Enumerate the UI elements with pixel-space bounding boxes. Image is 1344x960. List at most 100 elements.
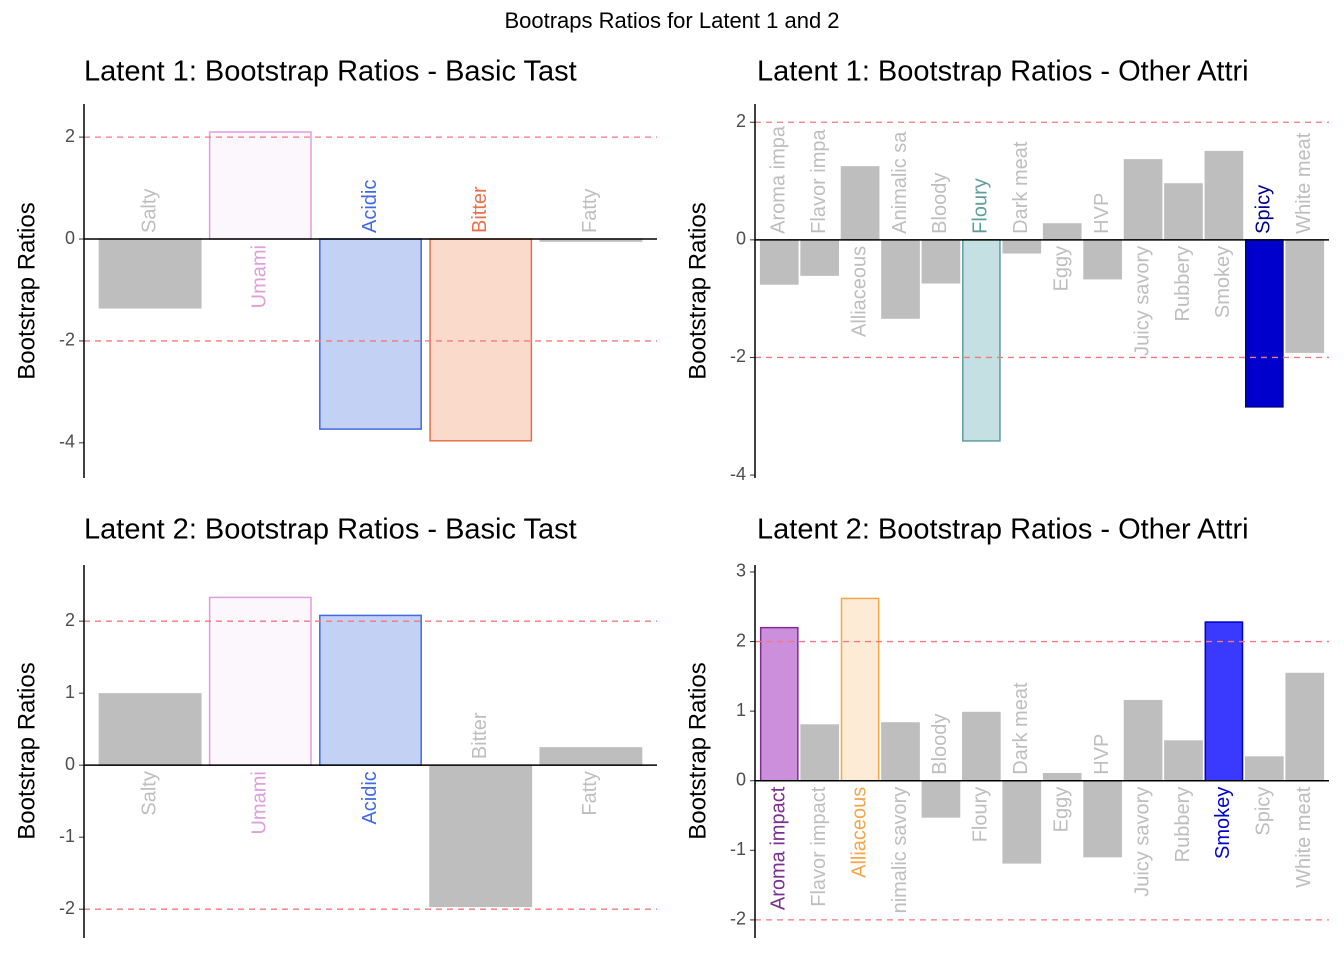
y-tick-label: 1: [736, 700, 746, 720]
category-label: HVP: [1091, 734, 1113, 775]
category-label: Bitter: [469, 712, 491, 759]
y-tick-label: 2: [736, 111, 746, 131]
y-tick-label: 1: [65, 682, 75, 702]
category-label: Fatty: [579, 771, 601, 815]
y-tick-label: -4: [730, 464, 746, 484]
bar: [1002, 239, 1042, 254]
category-label: Salty: [138, 189, 160, 233]
panel-title: Latent 1: Bootstrap Ratios - Basic Tast: [84, 56, 577, 88]
bar: [759, 239, 799, 285]
bar: [1244, 756, 1284, 782]
bar: [1042, 223, 1082, 241]
bar: [1042, 773, 1082, 782]
category-label: Smokey: [1212, 246, 1234, 318]
bar: [840, 597, 880, 782]
bar: [98, 693, 202, 766]
category-label: Floury: [970, 787, 992, 843]
category-label: Eggy: [1050, 787, 1072, 833]
figure-title: Bootraps Ratios for Latent 1 and 2: [504, 8, 839, 33]
category-label: Alliaceous: [848, 246, 870, 337]
bar: [1083, 779, 1122, 858]
category-label: Flavor impa: [808, 128, 830, 233]
category-label: Dark meat: [1010, 141, 1032, 234]
bar: [429, 238, 533, 442]
y-tick-label: -4: [59, 432, 75, 452]
bar: [840, 166, 880, 241]
bar: [208, 131, 312, 240]
bar: [1123, 699, 1163, 782]
category-label: White meat: [1293, 132, 1315, 234]
panel: Latent 2: Bootstrap Ratios - Other Attri…: [684, 514, 1329, 938]
y-tick-label: 2: [736, 630, 746, 650]
bar: [881, 239, 920, 319]
panel-title: Latent 2: Bootstrap Ratios - Other Attri: [757, 514, 1249, 546]
bar: [539, 747, 643, 766]
panel: Latent 2: Bootstrap Ratios - Basic Tast B…: [13, 514, 657, 938]
bar: [98, 238, 202, 309]
category-label: Rubbery: [1172, 787, 1194, 863]
y-tick-label: 0: [736, 229, 746, 249]
y-tick-label: -2: [730, 909, 746, 929]
y-tick-label: -1: [730, 839, 746, 859]
category-label: Bitter: [469, 186, 491, 233]
bar: [1244, 239, 1284, 408]
bar: [1285, 672, 1325, 782]
y-axis-label: Bootstrap Ratios: [684, 662, 711, 839]
y-tick-label: 0: [65, 228, 75, 248]
bar: [1164, 183, 1203, 241]
category-label: Umami: [249, 245, 271, 308]
panel-title: Latent 1: Bootstrap Ratios - Other Attri: [757, 56, 1249, 88]
category-label: Animalic sa: [889, 131, 911, 234]
category-label: Acidic: [359, 180, 381, 233]
bar: [881, 722, 920, 782]
category-label: Smokey: [1212, 787, 1234, 859]
category-label: Rubbery: [1172, 246, 1194, 322]
bar: [1164, 740, 1203, 782]
category-label: Fatty: [579, 189, 601, 233]
y-tick-label: -2: [59, 898, 75, 918]
bar: [1204, 621, 1244, 782]
bar: [1204, 150, 1244, 241]
bar: [921, 779, 961, 818]
bar: [962, 711, 1001, 782]
y-tick-label: 2: [65, 610, 75, 630]
category-label: Spicy: [1253, 787, 1275, 836]
panel-title: Latent 2: Bootstrap Ratios - Basic Tast: [84, 514, 577, 546]
category-label: Bloody: [929, 714, 951, 775]
y-tick-label: 3: [736, 561, 746, 581]
category-label: Aroma impa: [768, 125, 790, 234]
category-label: Spicy: [1253, 185, 1275, 234]
y-axis-label: Bootstrap Ratios: [13, 662, 40, 839]
y-tick-label: 0: [65, 754, 75, 774]
category-label: HVP: [1091, 193, 1113, 234]
y-axis-label: Bootstrap Ratios: [13, 202, 40, 379]
category-label: Juicy savory: [1131, 787, 1153, 897]
bar: [800, 724, 840, 782]
bar: [1002, 779, 1042, 864]
y-tick-label: -1: [59, 826, 75, 846]
y-tick-label: -2: [59, 330, 75, 350]
category-label: Salty: [138, 771, 160, 815]
bar: [921, 239, 961, 284]
bar: [429, 764, 533, 908]
category-label: Aroma impact: [768, 786, 790, 910]
bar: [1123, 159, 1163, 241]
category-label: Floury: [970, 178, 992, 234]
y-tick-label: -2: [730, 346, 746, 366]
bar: [800, 239, 840, 276]
category-label: Alliaceous: [848, 787, 870, 878]
panel: Latent 1: Bootstrap Ratios - Basic Tast B…: [13, 56, 657, 478]
category-label: Acidic: [359, 771, 381, 824]
bar: [1083, 239, 1122, 280]
category-label: Juicy savory: [1131, 246, 1153, 356]
bar: [319, 238, 422, 430]
y-tick-label: 2: [65, 126, 75, 146]
bar: [208, 596, 312, 766]
bar: [962, 239, 1001, 442]
bar: [1285, 239, 1325, 353]
category-label: Umami: [249, 771, 271, 834]
bar: [319, 614, 422, 766]
category-label: White meat: [1293, 786, 1315, 888]
category-label: Dark meat: [1010, 682, 1032, 775]
